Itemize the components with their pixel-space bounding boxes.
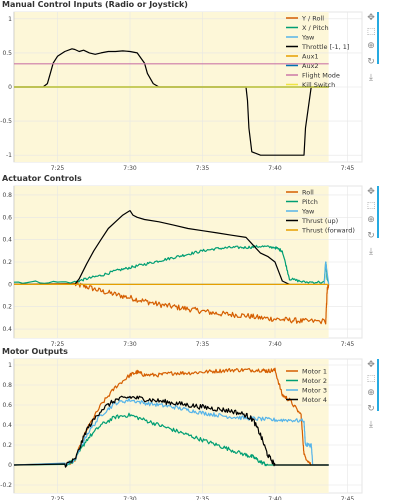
legend-label[interactable]: Aux1 [302,52,319,60]
x-tick-label: 7:30 [123,496,137,500]
series-line [13,412,329,467]
x-tick-label: 7:25 [51,341,65,346]
y-tick-label: -1 [6,152,12,159]
x-tick-label: 7:30 [123,165,137,170]
y-tick-label: -0.2 [0,482,12,489]
y-tick-label: 0.2 [2,259,12,266]
y-tick-label: 0.8 [2,192,12,199]
reset-icon[interactable]: ↻ [367,231,375,241]
save-icon[interactable]: ⤓ [369,420,373,430]
y-tick-label: -0.5 [0,118,12,125]
legend-label[interactable]: X / Pitch [302,24,329,32]
y-tick-label: 0.4 [2,237,12,244]
toolbar-active-indicator [377,359,379,411]
x-tick-label: 7:40 [268,341,282,346]
legend-label[interactable]: Throttle [-1, 1] [301,43,349,51]
legend-label[interactable]: Motor 1 [302,367,327,375]
chart-title: Actuator Controls [2,174,82,183]
pan-icon[interactable]: ✥ [367,360,375,370]
legend-label[interactable]: Flight Mode [302,71,340,79]
x-tick-label: 7:25 [51,496,65,500]
x-tick-label: 7:45 [341,496,355,500]
box-zoom-icon[interactable]: ⬚ [366,27,376,37]
chart-motor-outputs: Motor Outputs 1 0.8 0.6 0.4 0.2 0 -0.2 7:25 7:30… [0,347,418,500]
box-zoom-icon[interactable]: ⬚ [366,374,376,384]
x-tick-label: 7:30 [123,341,137,346]
y-tick-label: 0.4 [2,326,12,333]
y-tick-label: 0 [8,462,12,469]
y-tick-label: 0.6 [2,402,12,409]
save-icon[interactable]: ⤓ [369,247,373,257]
wheel-zoom-icon[interactable]: ⊕ [367,388,375,398]
legend-label[interactable]: Thrust (forward) [301,226,355,234]
y-tick-label: 1 [8,16,12,23]
toolbar-active-indicator [377,186,379,238]
reset-icon[interactable]: ↻ [367,57,375,67]
series-line [14,48,329,156]
legend-label[interactable]: Yaw [301,207,315,215]
x-tick-label: 7:45 [341,165,355,170]
y-tick-label: 0 [8,84,12,91]
chart-title: Motor Outputs [2,347,68,356]
legend-label[interactable]: Aux2 [302,62,319,70]
series-line [13,281,330,325]
y-tick-label: 0 [8,281,12,288]
wheel-zoom-icon[interactable]: ⊕ [367,215,375,225]
y-tick-label: 0.5 [2,50,12,57]
plot-manual-control[interactable]: 1 0.5 0 -0.5 -1 7:25 7:30 7:35 7:40 7:45 Y / Roll X… [0,10,418,170]
x-tick-label: 7:40 [268,496,282,500]
series-line [13,367,329,467]
legend-label[interactable]: Motor 4 [302,396,327,404]
plot-motor-outputs[interactable]: 1 0.8 0.6 0.4 0.2 0 -0.2 7:25 7:30 7:35 7:40 7:45 Mo… [0,357,418,500]
legend-label[interactable]: Motor 2 [302,377,327,385]
pan-icon[interactable]: ✥ [367,187,375,197]
legend-label[interactable]: Roll [302,188,314,196]
save-icon[interactable]: ⤓ [369,73,373,83]
box-zoom-icon[interactable]: ⬚ [366,201,376,211]
y-tick-label: 1 [8,362,12,369]
legend-label[interactable]: Motor 3 [302,386,327,394]
toolbar-active-indicator [377,12,379,64]
y-tick-label: 0.2 [2,304,12,311]
legend-label[interactable]: Yaw [301,33,315,41]
legend-label[interactable]: Kill Switch [302,81,335,89]
y-tick-label: 0.8 [2,382,12,389]
pan-icon[interactable]: ✥ [367,13,375,23]
x-tick-label: 7:40 [268,165,282,170]
chart-manual-control: Manual Control Inputs (Radio or Joystick… [0,0,418,170]
shaded-region [14,359,329,493]
x-tick-label: 7:35 [196,165,210,170]
y-tick-label: 0.2 [2,442,12,449]
x-tick-label: 7:35 [196,496,210,500]
y-tick-label: 0.4 [2,422,12,429]
x-tick-label: 7:25 [51,165,65,170]
chart-title: Manual Control Inputs (Radio or Joystick… [2,0,188,9]
reset-icon[interactable]: ↻ [367,404,375,414]
legend-label[interactable]: Pitch [302,198,318,206]
series-line [13,244,330,285]
legend-label[interactable]: Thrust (up) [301,217,338,225]
plot-actuator-controls[interactable]: 0.8 0.6 0.4 0.2 0 0.2 0.4 7:25 7:30 7:35 7:40 7:45 R… [0,184,418,346]
series-line [13,397,329,466]
chart-actuator-controls: Actuator Controls 0.8 0.6 0.4 0.2 0 0.2 0.4 7:2… [0,174,418,346]
series-line [14,210,290,286]
series-line [13,395,329,468]
x-tick-label: 7:45 [341,341,355,346]
x-tick-label: 7:35 [196,341,210,346]
legend-label[interactable]: Y / Roll [301,14,324,22]
wheel-zoom-icon[interactable]: ⊕ [367,41,375,51]
y-tick-label: 0.6 [2,214,12,221]
